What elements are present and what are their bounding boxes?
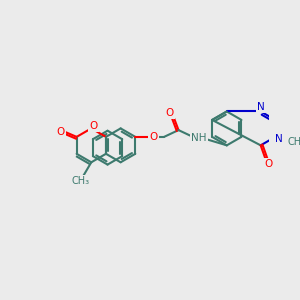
- Text: O: O: [89, 121, 98, 131]
- Text: N: N: [257, 102, 265, 112]
- Text: N: N: [274, 134, 282, 144]
- Text: CH₃: CH₃: [71, 176, 90, 185]
- Text: O: O: [149, 132, 158, 142]
- Text: NH: NH: [191, 134, 207, 143]
- Text: CH₃: CH₃: [288, 137, 300, 147]
- Text: O: O: [166, 108, 174, 118]
- Text: O: O: [264, 159, 272, 169]
- Text: O: O: [57, 127, 65, 137]
